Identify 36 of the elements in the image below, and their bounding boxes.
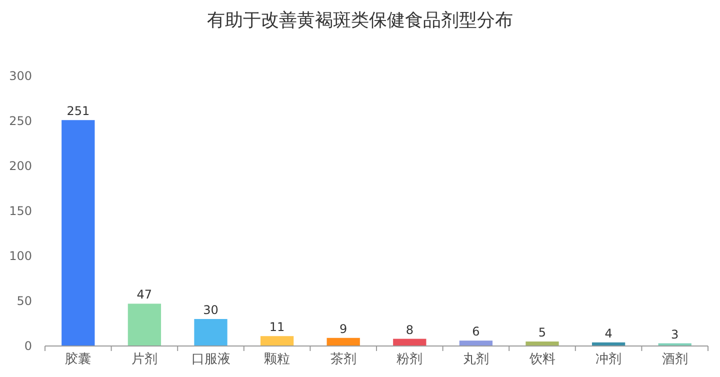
- y-tick-label: 150: [9, 204, 32, 218]
- bar: [62, 120, 95, 346]
- x-tick-label: 胶囊: [65, 352, 92, 367]
- y-tick-label: 100: [9, 249, 32, 263]
- data-label: 11: [269, 320, 285, 334]
- bar: [459, 340, 493, 346]
- bar: [194, 319, 228, 346]
- data-label: 30: [203, 303, 218, 317]
- data-label: 47: [136, 288, 152, 302]
- data-label: 8: [406, 322, 414, 337]
- x-tick-label: 颗粒: [264, 352, 290, 367]
- x-tick-label: 粉剂: [396, 351, 423, 367]
- bar: [326, 338, 360, 346]
- data-label: 4: [604, 326, 612, 340]
- data-label: 251: [66, 104, 90, 118]
- bar: [393, 338, 426, 346]
- data-label: 6: [472, 324, 480, 339]
- y-tick-label: 200: [9, 159, 32, 173]
- x-tick-label: 片剂: [131, 351, 158, 367]
- y-tick-label: 50: [16, 294, 32, 308]
- bar: [260, 336, 294, 346]
- x-tick-label: 饮料: [528, 352, 556, 367]
- x-tick-label: 冲剂: [596, 351, 622, 367]
- x-tick-label: 酒剂: [662, 351, 688, 367]
- y-tick-label: 0: [24, 339, 32, 353]
- y-tick-label: 300: [9, 69, 32, 83]
- x-tick-label: 茶剂: [330, 351, 356, 367]
- data-label: 5: [538, 326, 546, 340]
- bar: [128, 304, 162, 346]
- data-label: 9: [340, 322, 348, 336]
- chart-title: 有助于改善黄褐斑类保健食品剂型分布: [207, 10, 513, 31]
- x-tick-label: 丸剂: [462, 351, 489, 367]
- data-label: 3: [671, 327, 679, 342]
- y-tick-label: 250: [9, 114, 32, 128]
- bar: [526, 342, 559, 346]
- x-tick-label: 口服液: [191, 352, 230, 367]
